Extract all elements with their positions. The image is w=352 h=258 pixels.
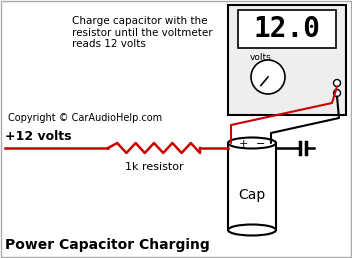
Text: 1k resistor: 1k resistor xyxy=(125,162,183,172)
Text: Cap: Cap xyxy=(238,188,266,201)
Bar xyxy=(228,143,276,230)
Ellipse shape xyxy=(228,224,276,236)
FancyBboxPatch shape xyxy=(228,5,346,115)
Text: Power Capacitor Charging: Power Capacitor Charging xyxy=(5,238,210,252)
Text: +12 volts: +12 volts xyxy=(5,131,71,143)
Text: +: + xyxy=(238,139,248,149)
Circle shape xyxy=(333,90,340,96)
Circle shape xyxy=(251,60,285,94)
FancyBboxPatch shape xyxy=(238,10,336,48)
Text: Charge capacitor with the
resistor until the voltmeter
reads 12 volts: Charge capacitor with the resistor until… xyxy=(72,16,212,49)
Text: volts: volts xyxy=(250,53,272,62)
Text: 12.0: 12.0 xyxy=(253,15,321,43)
Circle shape xyxy=(333,79,340,86)
Ellipse shape xyxy=(228,138,276,149)
Text: −: − xyxy=(256,139,266,149)
Text: Copyright © CarAudioHelp.com: Copyright © CarAudioHelp.com xyxy=(8,113,162,123)
